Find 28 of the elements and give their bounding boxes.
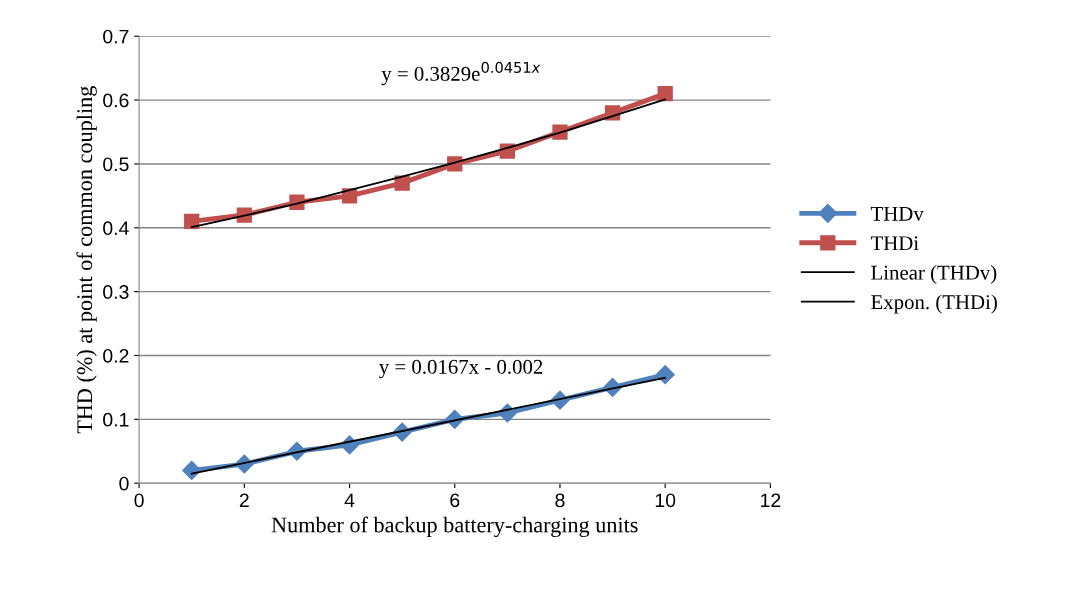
x-tick-label: 12 bbox=[761, 493, 781, 508]
point bbox=[182, 460, 202, 480]
legend-label: THDi bbox=[870, 236, 919, 251]
annotation: y = 0.0167x - 0.002 bbox=[379, 359, 543, 379]
legend-label: Linear (THDv) bbox=[871, 265, 997, 284]
x-tick-label: 8 bbox=[555, 493, 565, 508]
x-tick-label: 2 bbox=[239, 493, 249, 508]
point bbox=[394, 175, 410, 191]
y-tick-label: 0.1 bbox=[103, 412, 129, 427]
y-tick-label: 0.2 bbox=[103, 348, 129, 363]
x-tick-label: 6 bbox=[450, 493, 460, 508]
legend-label: THDv bbox=[870, 207, 924, 221]
y-tick-label: 0.4 bbox=[103, 221, 129, 236]
y-tick-label: 0.7 bbox=[103, 29, 129, 44]
y-tick-label: 0.3 bbox=[103, 285, 129, 299]
y-axis-title: THD (%) at point of common coupling bbox=[76, 86, 97, 434]
point bbox=[657, 86, 673, 102]
y-tick-label: 0.5 bbox=[103, 157, 129, 172]
point bbox=[184, 213, 200, 230]
x-tick-label: 0 bbox=[134, 493, 144, 508]
y-tick-label: 0 bbox=[119, 476, 129, 491]
point bbox=[655, 365, 675, 385]
x-tick-label: 10 bbox=[655, 493, 676, 508]
annotation: y = 0.3829e$^{0.0451x}$ bbox=[381, 61, 541, 86]
x-tick-label: 4 bbox=[344, 493, 355, 508]
legend-label: Expon. (THDi) bbox=[871, 294, 997, 314]
y-tick-label: 0.6 bbox=[103, 93, 129, 108]
x-axis-title: Number of backup battery-charging units bbox=[271, 516, 638, 538]
